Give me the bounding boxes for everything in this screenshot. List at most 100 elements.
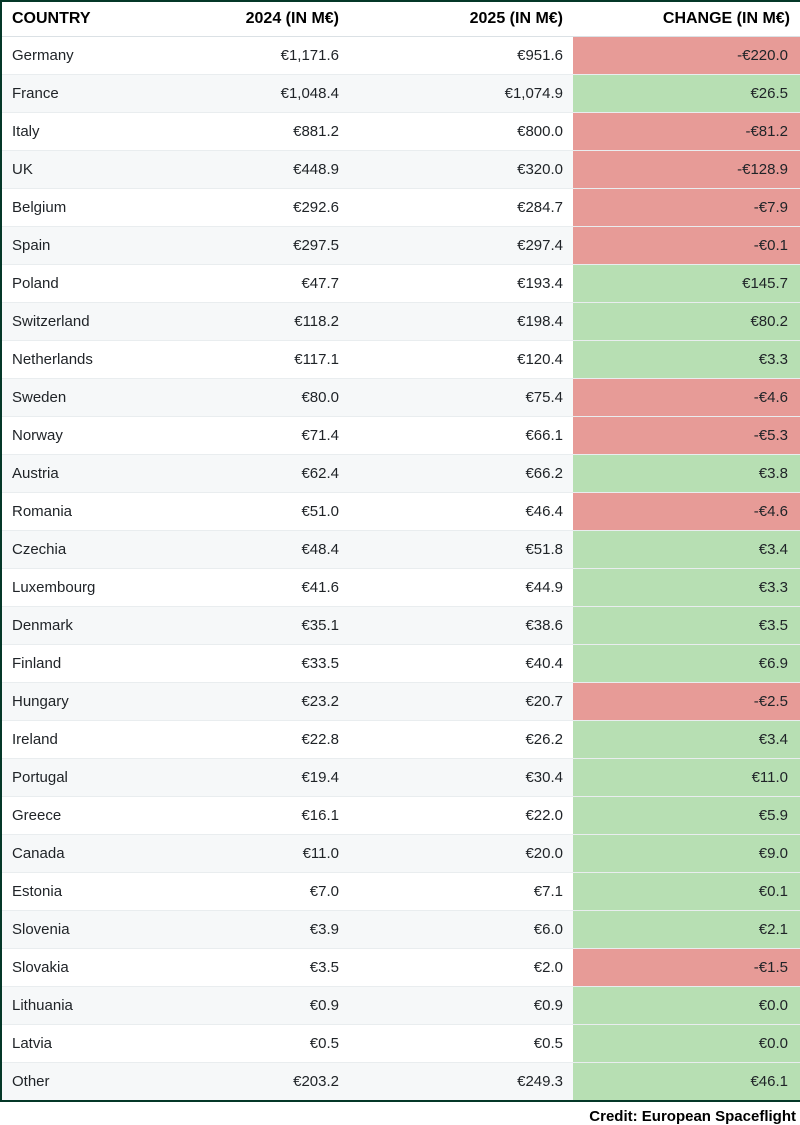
cell-2025: €0.5 xyxy=(349,1025,573,1063)
cell-change: €3.5 xyxy=(573,607,800,645)
cell-2025: €38.6 xyxy=(349,607,573,645)
cell-2025: €193.4 xyxy=(349,265,573,303)
cell-country: Slovenia xyxy=(1,911,151,949)
cell-country: Switzerland xyxy=(1,303,151,341)
cell-2025: €26.2 xyxy=(349,721,573,759)
cell-2024: €48.4 xyxy=(151,531,349,569)
cell-2024: €35.1 xyxy=(151,607,349,645)
cell-2025: €951.6 xyxy=(349,37,573,75)
cell-change: €46.1 xyxy=(573,1063,800,1102)
cell-change: €0.1 xyxy=(573,873,800,911)
table-row: Romania€51.0€46.4-€4.6 xyxy=(1,493,800,531)
cell-2024: €448.9 xyxy=(151,151,349,189)
cell-country: Estonia xyxy=(1,873,151,911)
cell-country: Portugal xyxy=(1,759,151,797)
cell-change: €2.1 xyxy=(573,911,800,949)
table-row: France€1,048.4€1,074.9€26.5 xyxy=(1,75,800,113)
cell-2024: €297.5 xyxy=(151,227,349,265)
cell-2024: €62.4 xyxy=(151,455,349,493)
cell-country: UK xyxy=(1,151,151,189)
cell-change: €11.0 xyxy=(573,759,800,797)
table-body: Germany€1,171.6€951.6-€220.0France€1,048… xyxy=(1,37,800,1102)
cell-change: -€220.0 xyxy=(573,37,800,75)
cell-country: Latvia xyxy=(1,1025,151,1063)
cell-country: Ireland xyxy=(1,721,151,759)
cell-country: Austria xyxy=(1,455,151,493)
cell-2025: €20.7 xyxy=(349,683,573,721)
cell-2025: €6.0 xyxy=(349,911,573,949)
cell-change: €0.0 xyxy=(573,1025,800,1063)
cell-country: Lithuania xyxy=(1,987,151,1025)
col-header-2024: 2024 (IN M€) xyxy=(151,1,349,37)
cell-country: Germany xyxy=(1,37,151,75)
table-row: Portugal€19.4€30.4€11.0 xyxy=(1,759,800,797)
cell-country: France xyxy=(1,75,151,113)
table-row: Slovenia€3.9€6.0€2.1 xyxy=(1,911,800,949)
cell-2025: €66.2 xyxy=(349,455,573,493)
cell-2024: €51.0 xyxy=(151,493,349,531)
cell-2024: €0.9 xyxy=(151,987,349,1025)
cell-2025: €66.1 xyxy=(349,417,573,455)
cell-country: Canada xyxy=(1,835,151,873)
cell-2024: €33.5 xyxy=(151,645,349,683)
cell-change: €3.4 xyxy=(573,531,800,569)
cell-change: €80.2 xyxy=(573,303,800,341)
cell-change: -€81.2 xyxy=(573,113,800,151)
cell-change: €3.4 xyxy=(573,721,800,759)
cell-change: €3.3 xyxy=(573,569,800,607)
table-row: Switzerland€118.2€198.4€80.2 xyxy=(1,303,800,341)
cell-2025: €44.9 xyxy=(349,569,573,607)
cell-2025: €0.9 xyxy=(349,987,573,1025)
cell-change: -€1.5 xyxy=(573,949,800,987)
col-header-country: COUNTRY xyxy=(1,1,151,37)
table-row: Estonia€7.0€7.1€0.1 xyxy=(1,873,800,911)
cell-2024: €0.5 xyxy=(151,1025,349,1063)
cell-2025: €297.4 xyxy=(349,227,573,265)
cell-2024: €23.2 xyxy=(151,683,349,721)
cell-2024: €47.7 xyxy=(151,265,349,303)
cell-country: Sweden xyxy=(1,379,151,417)
cell-2024: €3.9 xyxy=(151,911,349,949)
cell-2025: €20.0 xyxy=(349,835,573,873)
table-row: UK€448.9€320.0-€128.9 xyxy=(1,151,800,189)
cell-2025: €320.0 xyxy=(349,151,573,189)
cell-2025: €284.7 xyxy=(349,189,573,227)
table-row: Austria€62.4€66.2€3.8 xyxy=(1,455,800,493)
cell-change: -€128.9 xyxy=(573,151,800,189)
credit-line: Credit: European Spaceflight xyxy=(0,1102,800,1125)
cell-2025: €249.3 xyxy=(349,1063,573,1102)
cell-change: €145.7 xyxy=(573,265,800,303)
cell-change: -€4.6 xyxy=(573,379,800,417)
cell-country: Spain xyxy=(1,227,151,265)
cell-2024: €3.5 xyxy=(151,949,349,987)
cell-country: Netherlands xyxy=(1,341,151,379)
cell-change: €3.8 xyxy=(573,455,800,493)
cell-2024: €7.0 xyxy=(151,873,349,911)
table-row: Luxembourg€41.6€44.9€3.3 xyxy=(1,569,800,607)
table-row: Other€203.2€249.3€46.1 xyxy=(1,1063,800,1102)
cell-2025: €7.1 xyxy=(349,873,573,911)
cell-country: Luxembourg xyxy=(1,569,151,607)
cell-2024: €1,171.6 xyxy=(151,37,349,75)
cell-country: Hungary xyxy=(1,683,151,721)
cell-2024: €71.4 xyxy=(151,417,349,455)
cell-2025: €30.4 xyxy=(349,759,573,797)
cell-country: Czechia xyxy=(1,531,151,569)
cell-2025: €75.4 xyxy=(349,379,573,417)
cell-2025: €198.4 xyxy=(349,303,573,341)
cell-country: Finland xyxy=(1,645,151,683)
cell-change: -€4.6 xyxy=(573,493,800,531)
budget-table: COUNTRY 2024 (IN M€) 2025 (IN M€) CHANGE… xyxy=(0,0,800,1102)
table-row: Slovakia€3.5€2.0-€1.5 xyxy=(1,949,800,987)
table-row: Lithuania€0.9€0.9€0.0 xyxy=(1,987,800,1025)
cell-country: Belgium xyxy=(1,189,151,227)
cell-2024: €118.2 xyxy=(151,303,349,341)
cell-2025: €120.4 xyxy=(349,341,573,379)
cell-2025: €51.8 xyxy=(349,531,573,569)
cell-country: Romania xyxy=(1,493,151,531)
table-row: Sweden€80.0€75.4-€4.6 xyxy=(1,379,800,417)
cell-2025: €40.4 xyxy=(349,645,573,683)
cell-2025: €2.0 xyxy=(349,949,573,987)
cell-change: €3.3 xyxy=(573,341,800,379)
table-row: Finland€33.5€40.4€6.9 xyxy=(1,645,800,683)
